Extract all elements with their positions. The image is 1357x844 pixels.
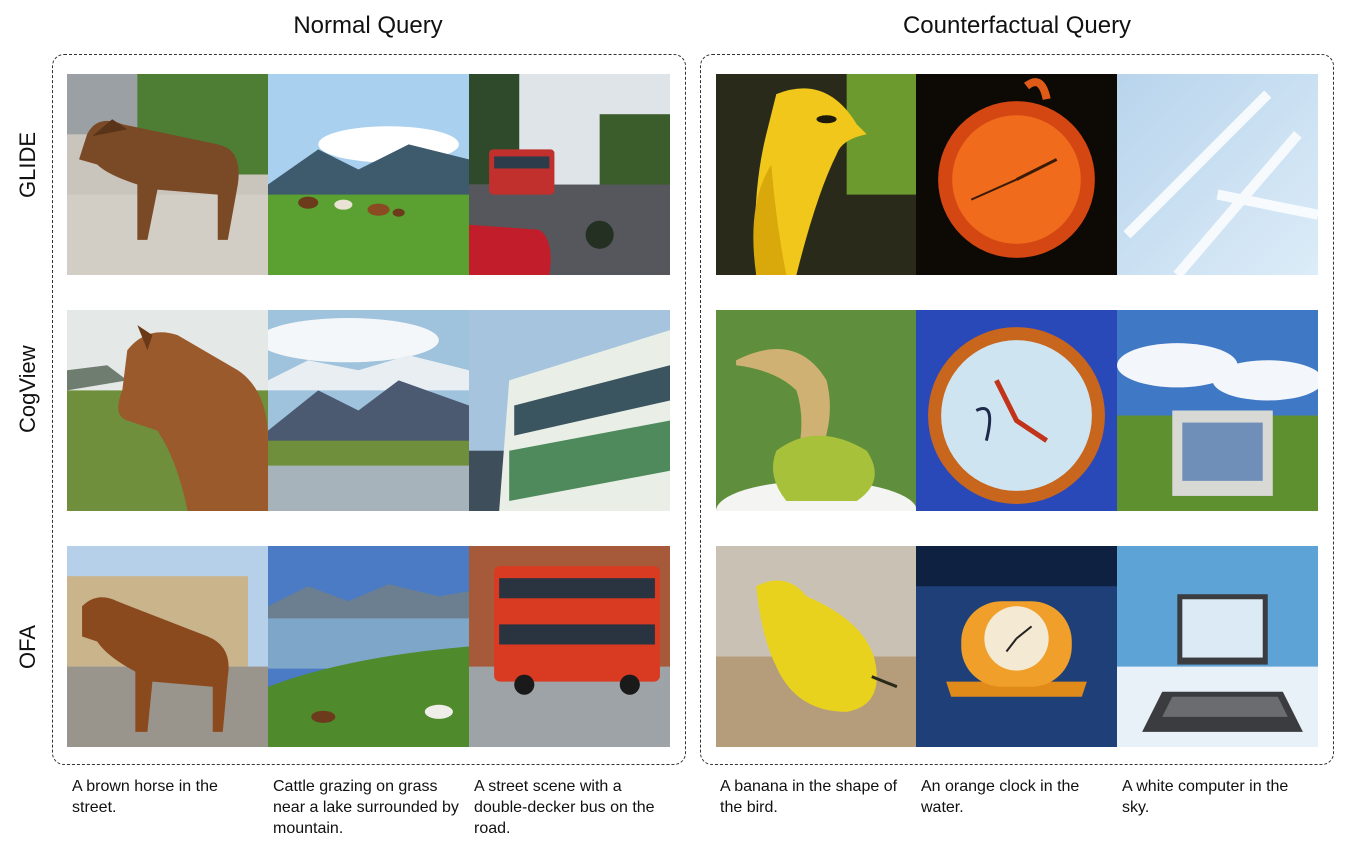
glide-clock-image [916, 74, 1117, 275]
caption-computer: A white computer in the sky. [1122, 778, 1289, 816]
normal-query-frame [52, 54, 686, 765]
normal-query-title: Normal Query [293, 12, 443, 39]
cogview-bus-image [469, 310, 670, 511]
counterfactual-query-frame [700, 54, 1334, 765]
cogview-computer-sky-image [1117, 310, 1318, 511]
caption-bus: A street scene with a double-decker bus … [474, 778, 655, 837]
caption-clock: An orange clock in the water. [921, 778, 1080, 816]
ofa-banana-image [716, 546, 917, 747]
caption-horse: A brown horse in the street. [72, 778, 218, 816]
ofa-horse-image [67, 546, 268, 747]
glide-cattle-image [268, 74, 469, 275]
cogview-banana-image [716, 310, 917, 511]
glide-horse-image [67, 74, 268, 275]
glide-banana-image [716, 74, 917, 275]
ofa-cattle-image [268, 546, 469, 747]
caption-cattle: Cattle grazing on grass near a lake surr… [273, 778, 459, 837]
caption-banana: A banana in the shape of the bird. [720, 778, 898, 816]
row-label-cogview: CogView [15, 345, 40, 433]
cogview-cattle-image [268, 310, 469, 511]
glide-bus-image [469, 74, 670, 275]
ofa-clock-image [916, 546, 1117, 747]
row-label-ofa: OFA [15, 624, 40, 669]
ofa-bus-image [469, 546, 670, 747]
ofa-computer-sky-image [1117, 546, 1318, 747]
cogview-clock-image [916, 310, 1117, 511]
counterfactual-query-title: Counterfactual Query [902, 12, 1132, 39]
row-label-glide: GLIDE [15, 131, 40, 198]
cogview-horse-image [67, 310, 268, 511]
glide-computer-sky-image [1117, 74, 1318, 275]
